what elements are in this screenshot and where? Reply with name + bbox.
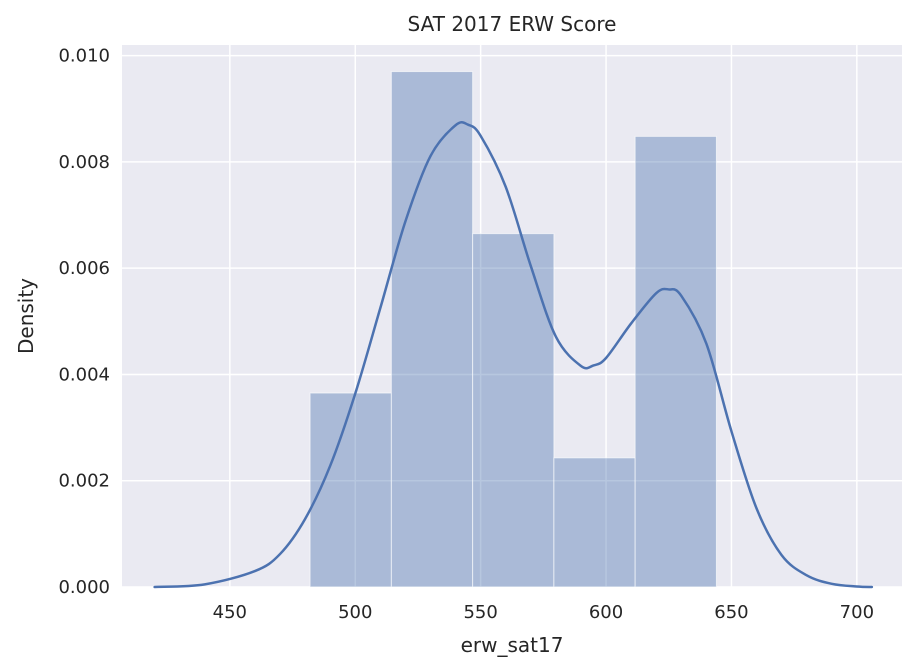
x-tick-label: 450 bbox=[213, 602, 247, 623]
y-tick-labels: 0.000 0.002 0.004 0.006 0.008 0.010 bbox=[58, 46, 110, 598]
y-tick-label: 0.006 bbox=[58, 258, 110, 279]
histogram-bar bbox=[309, 392, 392, 588]
y-tick-label: 0.010 bbox=[58, 46, 110, 67]
histogram-bar bbox=[472, 233, 555, 588]
histogram-bars bbox=[309, 71, 717, 588]
histogram-bar bbox=[390, 71, 474, 588]
x-tick-label: 550 bbox=[463, 602, 497, 623]
y-tick-label: 0.008 bbox=[58, 152, 110, 173]
x-tick-labels: 450 500 550 600 650 700 bbox=[213, 602, 874, 623]
y-tick-label: 0.000 bbox=[58, 577, 110, 598]
chart-title: SAT 2017 ERW Score bbox=[408, 12, 617, 36]
y-tick-label: 0.004 bbox=[58, 364, 110, 385]
histogram-bar bbox=[553, 457, 636, 588]
x-tick-label: 600 bbox=[589, 602, 623, 623]
histogram-bar bbox=[634, 135, 717, 588]
y-tick-label: 0.002 bbox=[58, 471, 110, 492]
x-tick-label: 700 bbox=[840, 602, 874, 623]
y-axis-label: Density bbox=[14, 278, 38, 354]
x-axis-label: erw_sat17 bbox=[461, 633, 564, 657]
plot-background bbox=[122, 45, 902, 587]
kde-curve-layer bbox=[153, 121, 874, 589]
x-tick-label: 650 bbox=[714, 602, 748, 623]
kde-density-line bbox=[153, 121, 874, 589]
x-tick-label: 500 bbox=[338, 602, 372, 623]
